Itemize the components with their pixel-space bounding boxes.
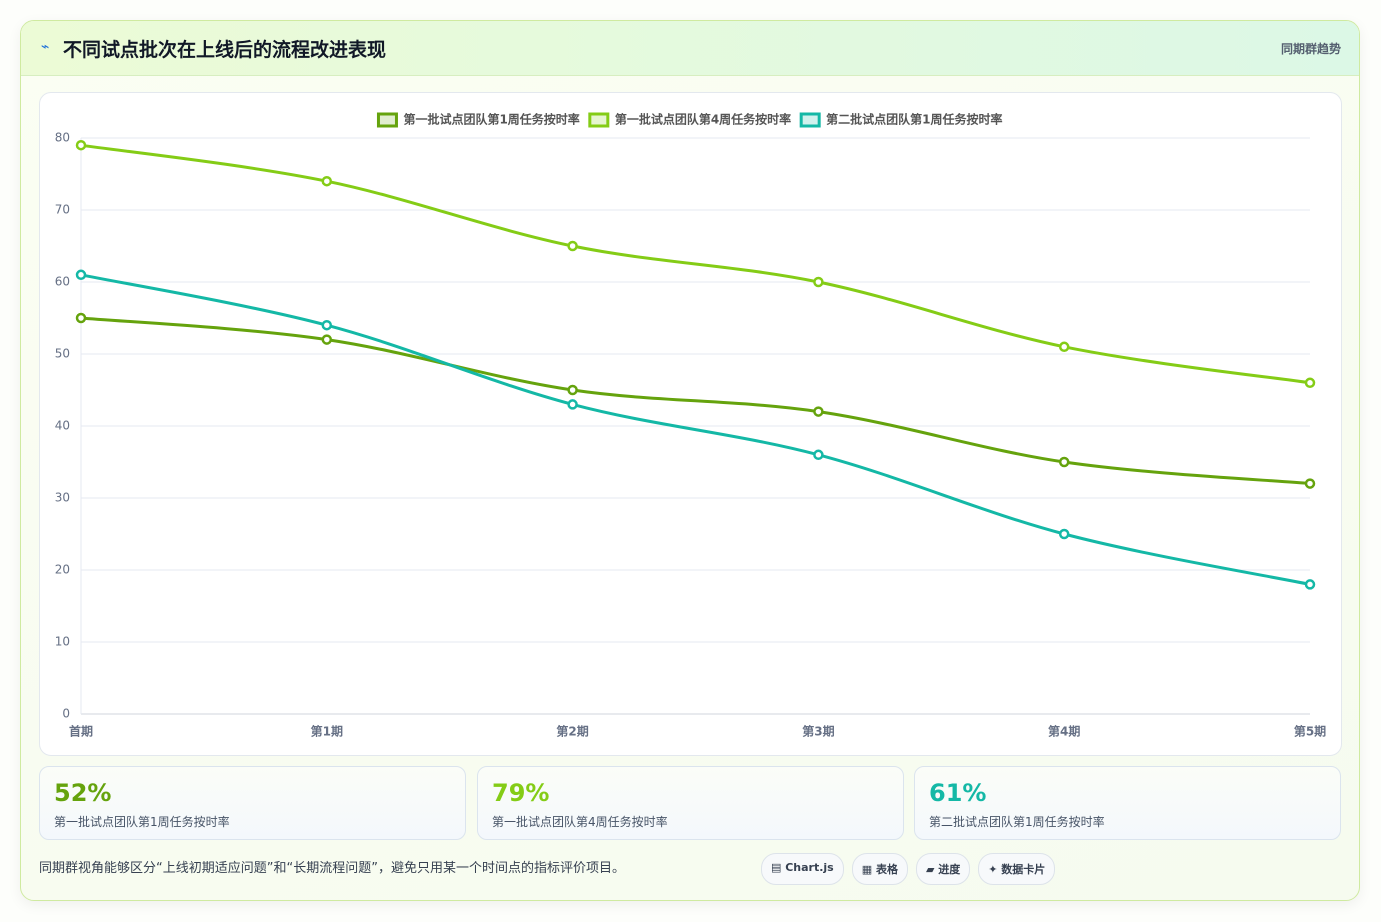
legend-item: 第二批试点团队第1周任务按时率 [799,112,1003,128]
y-tick-label: 40 [55,419,70,433]
card: ⌁ 不同试点批次在上线后的流程改进表现 同期群趋势 0 10 20 30 40 50 60 7… [20,20,1360,901]
point [75,139,87,151]
point [1304,478,1316,489]
button[interactable]: ▤ Chart.js [761,853,844,885]
y-tick-label: 10 [55,635,70,649]
point [1304,579,1316,590]
y-tick-label: 60 [55,275,70,289]
point [321,319,333,331]
stat-card: 61% 第二批试点团队第1周任务按时率 [914,766,1341,840]
chart-panel: 0 10 20 30 40 50 60 70 80 首期 第1期 第2期 第3期 第4期 第5期 第一批试点团… [39,92,1342,756]
point [813,276,824,288]
legend-swatch [376,112,398,128]
buttons: ▤ Chart.js ▦ 表格 ▰ 进度 ✦ 数据卡片 [761,853,1056,885]
point [75,312,87,324]
point [1058,456,1070,468]
y-tick-label: 0 [62,707,70,721]
point [1304,377,1316,389]
title: 不同试点批次在上线后的流程改进表现 [63,39,387,61]
button[interactable]: ▰ 进度 [915,853,971,885]
y-tick-label: 50 [55,347,70,361]
chart: 0 10 20 30 40 50 60 70 80 首期 第1期 第2期 第3期 第4期 第5期 第一批试点团… [55,112,1326,739]
point [567,399,578,410]
header-icon: ⌁ [41,39,50,55]
stat-label: 第一批试点团队第1周任务按时率 [54,815,230,829]
x-tick-label: 第4期 [1048,724,1080,739]
legend-label: 第二批试点团队第1周任务按时率 [826,112,1002,127]
x-tick-label: 第3期 [802,724,834,739]
badge: 同期群趋势 [1280,42,1341,56]
x-tick-label: 第1期 [311,724,343,739]
stat-label: 第一批试点团队第4周任务按时率 [492,815,668,829]
stat-value: 52% [54,779,112,807]
legend-label: 第一批试点团队第1周任务按时率 [403,112,579,127]
legend-swatch [799,112,821,128]
legend-swatch [588,112,610,128]
x-tick-label: 第5期 [1294,724,1326,739]
header: ⌁ 不同试点批次在上线后的流程改进表现 同期群趋势 [21,21,1359,76]
point [1058,341,1070,353]
legend-item: 第一批试点团队第4周任务按时率 [588,112,791,128]
point [1058,528,1070,540]
footer-note: 同期群视角能够区分“上线初期适应问题”和“长期流程问题”，避免只用某一个时间点的… [39,861,625,876]
stat-value: 79% [492,779,550,807]
point [813,449,824,461]
point [567,240,578,252]
point [75,269,87,281]
y-tick-label: 20 [55,563,70,577]
point [813,406,824,417]
series-line [80,143,1311,385]
point [321,334,333,345]
stat-label: 第二批试点团队第1周任务按时率 [929,815,1105,829]
y-tick-label: 70 [55,203,70,217]
button[interactable]: ▦ 表格 [851,853,908,885]
series-line [80,273,1311,586]
stat-card: 52% 第一批试点团队第1周任务按时率 [39,766,466,840]
point [567,384,578,396]
series-line [80,316,1311,486]
button[interactable]: ✦ 数据卡片 [978,853,1056,885]
point [321,175,333,187]
x-tick-label: 第2期 [556,724,588,739]
legend-item: 第一批试点团队第1周任务按时率 [376,112,580,128]
x-tick-label: 首期 [69,724,93,739]
stat-value: 61% [929,779,987,807]
legend: 第一批试点团队第1周任务按时率 第一批试点团队第4周任务按时率 第二批试点团队第1周… [376,112,1003,128]
y-tick-label: 80 [55,131,70,145]
y-tick-label: 30 [55,491,70,505]
legend-label: 第一批试点团队第4周任务按时率 [615,112,791,127]
stat-card: 79% 第一批试点团队第4周任务按时率 [477,766,904,840]
